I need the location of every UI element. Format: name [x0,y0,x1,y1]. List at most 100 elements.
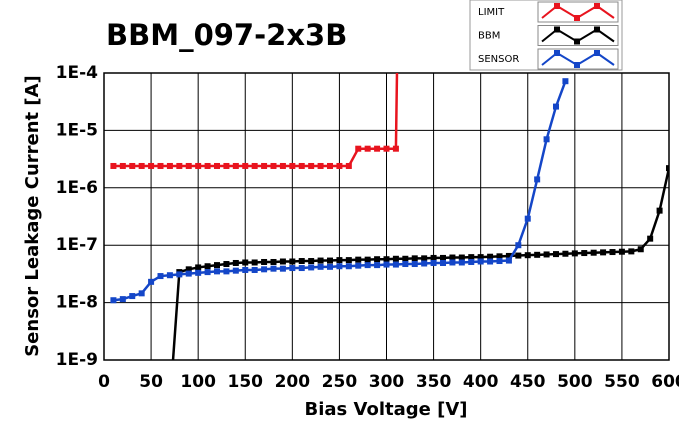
x-tick-label: 600 [651,372,679,392]
data-point [242,266,249,273]
data-point [440,254,446,261]
data-point [430,259,437,266]
x-tick-label: 0 [98,372,110,392]
data-point [458,259,465,266]
data-point [289,162,296,169]
data-point [374,256,381,263]
y-tick-label: 1E-4 [56,63,98,83]
data-point [571,250,578,257]
legend-marker [554,26,560,33]
data-point [392,255,399,262]
data-point [261,258,268,265]
data-point [402,261,409,268]
data-point [505,252,512,259]
legend-marker [554,50,560,56]
data-point [223,261,230,268]
data-point [308,264,315,271]
data-point [345,263,352,270]
data-point [308,258,315,265]
legend-label: LIMIT [478,7,505,18]
data-point [392,261,399,268]
data-point [477,258,484,265]
y-tick-label: 1E-5 [56,120,98,140]
data-point [345,257,352,264]
data-point [242,162,249,169]
y-tick-label: 1E-7 [56,235,98,255]
x-tick-label: 550 [604,372,640,392]
data-point [251,259,258,266]
data-point [449,259,456,266]
data-point [562,250,569,257]
data-point [214,162,220,169]
data-point [185,266,192,273]
data-point [524,215,531,222]
data-point [647,235,654,242]
x-tick-label: 300 [369,372,405,392]
data-point [327,162,333,169]
data-point [468,258,475,265]
data-point [562,78,569,85]
data-point [430,254,437,261]
data-point [251,162,258,169]
data-point [458,254,465,261]
data-point [355,262,362,269]
data-point [383,145,390,152]
data-point [355,145,362,152]
data-point [214,262,220,269]
data-point [524,252,531,259]
data-point [223,268,230,275]
data-point [618,248,625,255]
data-point [534,176,541,183]
data-point [515,252,522,259]
data-point [223,162,230,169]
data-point [298,162,305,169]
data-point [279,265,286,272]
data-point [185,270,192,277]
data-point [345,162,352,169]
data-point [119,162,126,169]
data-point [176,271,183,278]
data-point [637,246,644,253]
data-point [138,290,145,297]
data-point [553,251,559,258]
data-point [364,145,371,152]
data-point [129,162,136,169]
legend-marker [574,62,580,68]
x-tick-label: 400 [463,372,499,392]
data-point [148,162,155,169]
x-tick-label: 50 [139,372,163,392]
data-point [355,256,362,263]
x-tick-label: 200 [275,372,311,392]
legend-marker [574,38,580,45]
x-tick-label: 250 [322,372,358,392]
data-point [421,260,428,267]
data-point [609,249,616,256]
data-point [214,268,220,275]
data-point [477,254,484,261]
data-point [628,248,635,255]
data-point [232,267,239,274]
data-point [251,266,258,273]
data-point [148,278,155,285]
chart-title: BBM_097-2x3B [106,18,347,52]
data-point [336,162,343,169]
y-tick-label: 1E-8 [56,293,98,313]
y-axis-title: Sensor Leakage Current [A] [22,75,43,357]
data-point [289,265,296,272]
data-point [336,257,343,264]
data-point [242,259,249,266]
x-axis-title: Bias Voltage [V] [305,399,468,420]
data-point [383,256,390,263]
data-point [487,258,494,265]
data-point [421,255,428,262]
data-point [468,254,475,261]
x-tick-label: 450 [510,372,546,392]
data-point [110,297,117,304]
x-tick-label: 150 [228,372,264,392]
data-point [411,255,418,262]
data-point [204,263,211,270]
data-point [138,162,145,169]
data-point [534,251,541,258]
data-point [392,145,399,152]
